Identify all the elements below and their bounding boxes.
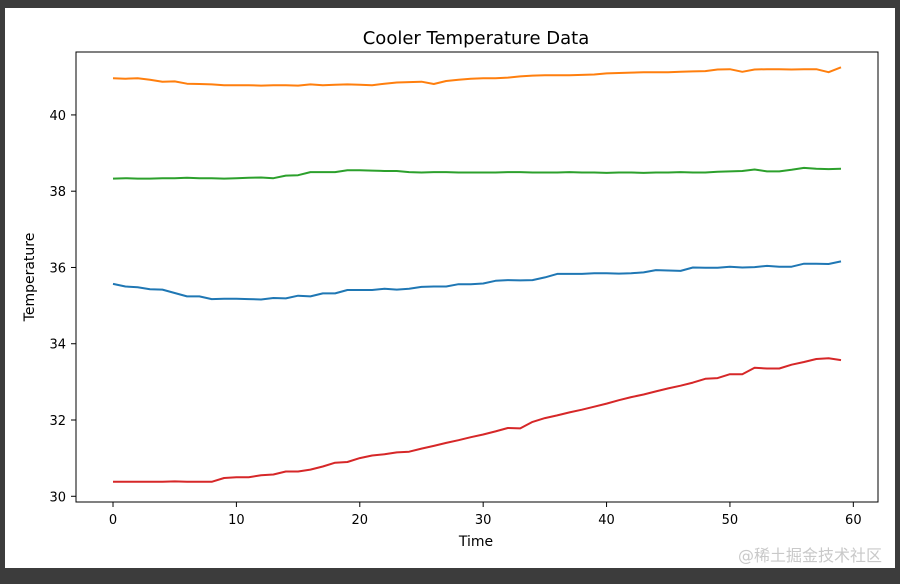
y-tick-label: 30 [49, 490, 66, 505]
x-tick-label: 10 [228, 513, 245, 528]
y-tick-label: 34 [49, 338, 66, 353]
x-tick-label: 40 [598, 513, 615, 528]
series-lines [112, 66, 842, 483]
series-line-3 [112, 166, 842, 180]
watermark: @稀土掘金技术社区 [737, 546, 882, 565]
x-tick-label: 60 [845, 513, 862, 528]
chart-title: Cooler Temperature Data [363, 28, 590, 49]
x-axis-ticks: 0 10 20 30 40 50 60 [109, 502, 862, 528]
figure [5, 8, 895, 568]
y-axis-label: Temperature [22, 233, 38, 323]
y-axis-ticks: 30 32 34 36 38 40 [49, 109, 76, 505]
x-tick-label: 20 [352, 513, 369, 528]
y-tick-label: 36 [49, 261, 66, 276]
x-tick-label: 30 [475, 513, 492, 528]
y-tick-label: 38 [49, 185, 66, 200]
series-line-2 [112, 66, 842, 87]
x-tick-label: 0 [109, 513, 117, 528]
series-line-4 [113, 357, 842, 483]
y-tick-label: 32 [49, 414, 66, 429]
x-tick-label: 50 [722, 513, 739, 528]
y-tick-label: 40 [49, 109, 66, 124]
x-axis-label: Time [458, 534, 493, 550]
plot-area-frame [75, 51, 879, 503]
series-line-1 [112, 260, 842, 301]
